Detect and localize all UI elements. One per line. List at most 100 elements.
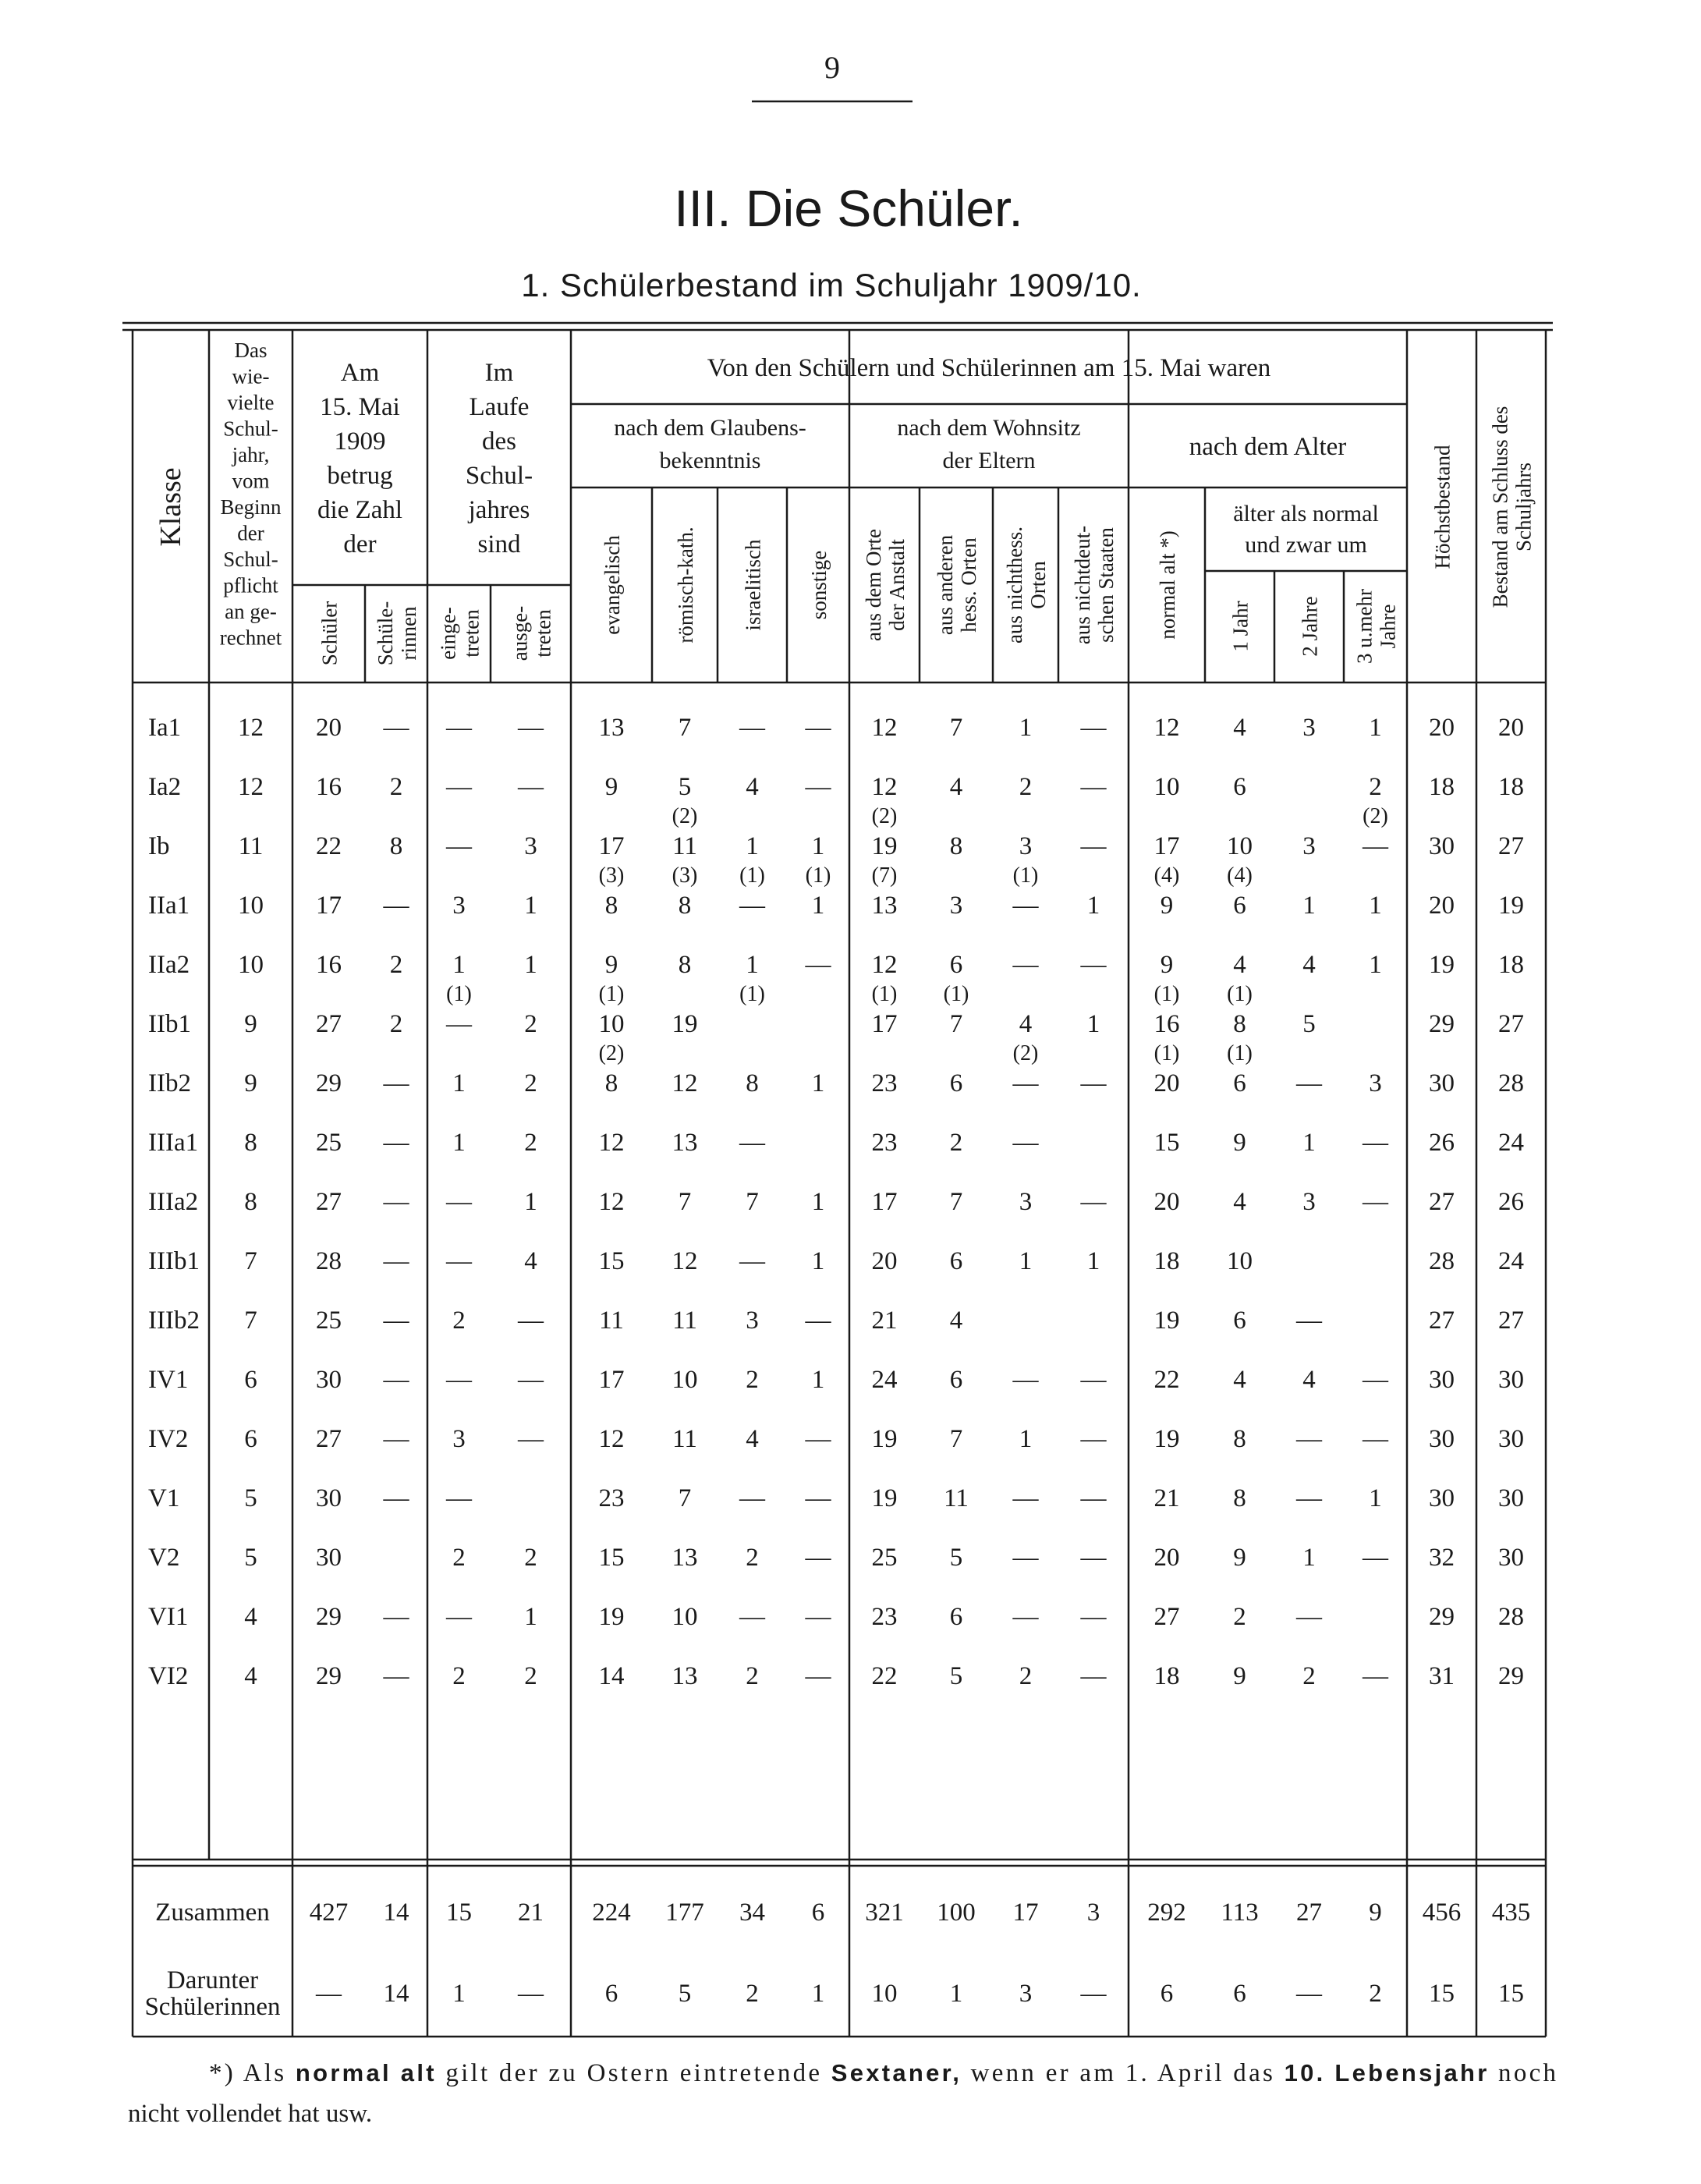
table-cell: 19 xyxy=(872,1425,898,1453)
table-cell: 28 xyxy=(1429,1247,1455,1275)
table-cell: 10 xyxy=(872,1980,898,2008)
row-label: IV1 xyxy=(148,1366,188,1394)
table-cell: 6 xyxy=(605,1980,618,2008)
table-cell: 21 xyxy=(872,1306,898,1335)
header-text: Das xyxy=(235,339,268,362)
header-text: pflicht xyxy=(223,574,278,597)
table-cell: 4 xyxy=(244,1662,257,1690)
table-cell: 18 xyxy=(1498,773,1524,801)
footnote-text: wenn er am 1. April das xyxy=(962,2059,1281,2087)
table-cell: 12 xyxy=(872,773,898,801)
header-text: rechnet xyxy=(220,626,282,650)
table-cell: 1 xyxy=(1302,1544,1316,1572)
table-cell: 7 xyxy=(950,1425,963,1453)
table-cell: 17 xyxy=(872,1010,898,1038)
header-text: Höchstbestand xyxy=(1431,445,1455,569)
table-cell: 177 xyxy=(665,1899,704,1927)
subtitle: 1. Schülerbestand im Schuljahr 1909/10. xyxy=(521,267,1141,303)
table-cell: — xyxy=(315,1980,342,2008)
table-cell: 1 xyxy=(524,892,537,920)
table-cell: — xyxy=(1012,1069,1040,1097)
row-label: VI1 xyxy=(148,1603,188,1631)
table-cell: 6 xyxy=(1161,1980,1174,2008)
table-cell: — xyxy=(383,892,410,920)
table-cell: — xyxy=(1080,1980,1107,2008)
row-label: IIa2 xyxy=(148,951,190,979)
table-cell: 26 xyxy=(1498,1188,1524,1216)
table-cell: — xyxy=(1012,951,1040,979)
table-cell: — xyxy=(739,1603,766,1631)
header-text: der xyxy=(237,522,264,545)
footnote: *) Als normal alt gilt der zu Ostern ein… xyxy=(209,2059,1557,2087)
table-cell: — xyxy=(517,1980,544,2008)
header-text: normal alt *) xyxy=(1156,530,1179,639)
table-cell: — xyxy=(517,1306,544,1335)
footnote: nicht vollendet hat usw. xyxy=(128,2100,372,2128)
header-text: wie- xyxy=(232,365,270,388)
table-cell: 6 xyxy=(1233,892,1246,920)
table-cell: 28 xyxy=(1498,1603,1524,1631)
table-cell: — xyxy=(517,714,544,742)
table-cell: 23 xyxy=(872,1129,898,1157)
table-cell: 2 xyxy=(746,1366,759,1394)
table-cell: — xyxy=(1295,1603,1323,1631)
table-cell: 30 xyxy=(1429,832,1455,860)
table-cell: 23 xyxy=(872,1069,898,1097)
table-cell: 24 xyxy=(872,1366,898,1394)
table-cell: — xyxy=(805,1603,832,1631)
table-cell: 14 xyxy=(599,1662,625,1690)
table-cell: 19 xyxy=(872,832,898,860)
table-cell: 12 xyxy=(672,1247,698,1275)
table-cell: 27 xyxy=(316,1010,342,1038)
table-cell: 1 xyxy=(1019,714,1033,742)
table-cell: 1 xyxy=(812,1980,825,2008)
table-cell: 25 xyxy=(316,1129,342,1157)
table-cell: 12 xyxy=(238,773,264,801)
table-cell: — xyxy=(1080,1603,1107,1631)
table-cell: — xyxy=(1295,1484,1323,1512)
table-cell: 2 xyxy=(1019,773,1033,801)
table-cell: 10 xyxy=(238,892,264,920)
table-cell: 29 xyxy=(316,1069,342,1097)
header-text: aus nichthess. xyxy=(1003,526,1026,644)
table-cell: 4 xyxy=(1233,1366,1246,1394)
table-cell: 19 xyxy=(872,1484,898,1512)
footnote-text: noch xyxy=(1490,2059,1557,2087)
header-text: römisch-kath. xyxy=(674,526,697,643)
table-cell: — xyxy=(805,1425,832,1453)
table-cell: 15 xyxy=(1429,1980,1455,2008)
header-text: an ge- xyxy=(225,600,277,623)
table-cell: 24 xyxy=(1498,1247,1524,1275)
table-cell: 15 xyxy=(446,1899,472,1927)
table-cell: 2 xyxy=(1369,773,1382,801)
table-cell: 100 xyxy=(937,1899,976,1927)
table-cell: 9 xyxy=(1233,1129,1246,1157)
table-cell: 7 xyxy=(950,714,963,742)
table-cell: 113 xyxy=(1221,1899,1258,1927)
table-cell: — xyxy=(1080,1662,1107,1690)
table-cell: 2 xyxy=(390,773,403,801)
table-cell-note: (1) xyxy=(1154,1041,1180,1065)
header-text: bekenntnis xyxy=(660,448,761,473)
table-cell: 2 xyxy=(524,1069,537,1097)
table-cell-note: (1) xyxy=(1227,1041,1253,1065)
table-cell: 6 xyxy=(950,1247,963,1275)
table-cell: 1 xyxy=(812,1069,825,1097)
table-cell: — xyxy=(1362,1188,1389,1216)
table-cell: 4 xyxy=(1233,1188,1246,1216)
table-cell: 17 xyxy=(599,832,625,860)
table-cell: 1 xyxy=(812,832,825,860)
table-cell: — xyxy=(445,1010,473,1038)
table-cell: — xyxy=(739,1247,766,1275)
table-cell: — xyxy=(805,1544,832,1572)
table-cell-note: (1) xyxy=(1013,863,1039,888)
table-cell: 3 xyxy=(1302,714,1316,742)
table-cell: 29 xyxy=(1429,1010,1455,1038)
table-cell: 13 xyxy=(672,1544,698,1572)
table-cell: 16 xyxy=(316,773,342,801)
table-cell-note: (1) xyxy=(446,982,472,1006)
table-cell-note: (1) xyxy=(1227,982,1253,1006)
table-cell: 21 xyxy=(1154,1484,1180,1512)
table-cell: 7 xyxy=(244,1306,257,1335)
table-cell: 9 xyxy=(605,773,618,801)
